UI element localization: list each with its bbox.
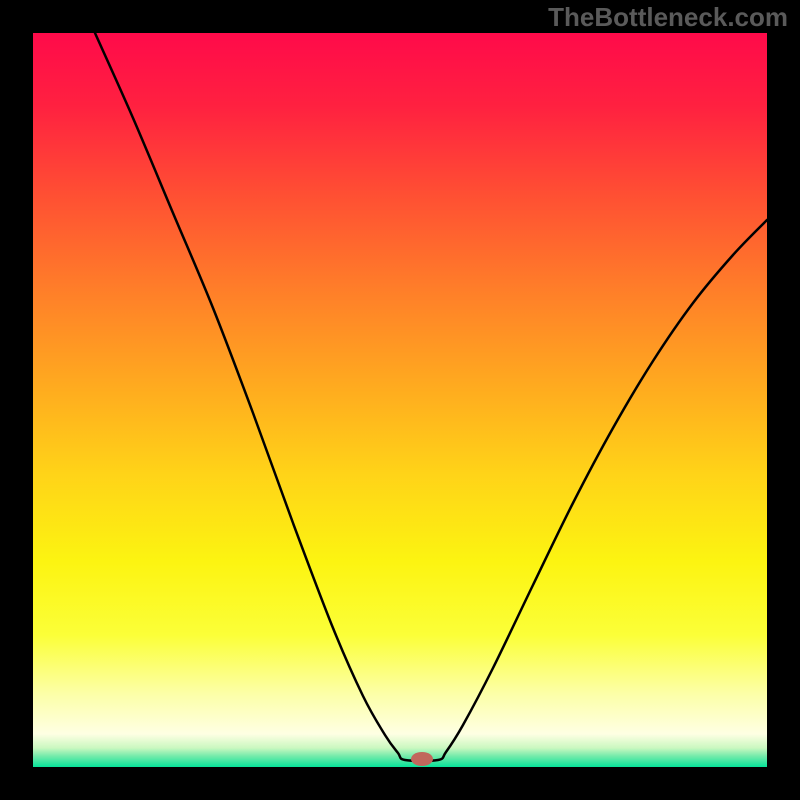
optimal-marker (411, 752, 433, 766)
watermark-text: TheBottleneck.com (548, 2, 788, 33)
plot-area (33, 33, 767, 767)
chart-frame: TheBottleneck.com (0, 0, 800, 800)
